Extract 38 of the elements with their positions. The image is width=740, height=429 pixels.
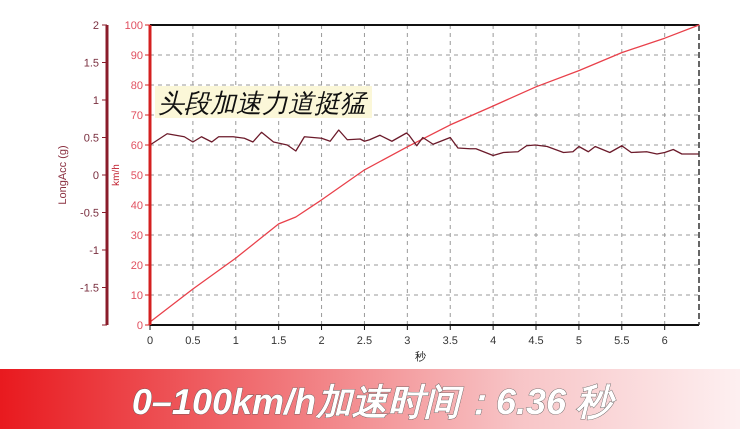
y2-tick-label: 0.5 [84,132,99,144]
x-tick-label: 2 [318,335,325,347]
x-tick-label: 2.5 [356,335,372,347]
y2-tick-label: -0.5 [80,208,99,220]
y-tick-label: 0 [136,320,143,332]
y-tick-label: 40 [130,200,143,212]
y-tick-label: 90 [130,50,143,62]
y-tick-label: 100 [124,20,143,32]
y2-tick-label: 1.5 [84,58,99,70]
line-series [149,129,699,156]
y-tick-label: 20 [130,260,143,272]
x-tick-label: 1 [232,335,239,347]
y-tick-label: 10 [130,290,143,302]
x-tick-label: 5 [576,335,582,347]
y2-tick-label: 0 [92,170,99,182]
y-tick-label: 80 [130,80,143,92]
x-axis-title: 秒 [415,351,426,363]
text: 0–100km/h加速时间：6.36 秒 [132,381,618,422]
x-tick-label: 4 [490,335,496,347]
y-tick-label: 70 [130,110,143,122]
y-tick-label: 60 [130,140,143,152]
y2-tick-label: 1 [92,95,99,107]
annotation: 头段加速力道挺猛 [158,88,369,118]
x-tick-label: 6 [662,335,668,347]
x-tick-label: 4.5 [528,335,544,347]
y-axis-title: km/h [111,164,122,186]
x-tick-label: 3 [404,335,410,347]
y2-tick-label: -1.5 [80,282,99,294]
x-tick-label: 1.5 [271,335,286,347]
y2-tick-label: 2 [92,20,99,32]
y-tick-label: 50 [130,170,143,182]
x-tick-label: 0 [146,335,154,347]
y2-axis-title: LongAcc (g) [57,145,69,205]
x-tick-label: 0.5 [185,335,201,347]
x-tick-label: 5.5 [614,335,630,347]
y-tick-label: 30 [130,230,143,242]
y2-tick-label: -1 [89,245,99,257]
x-tick-label: 3.5 [442,335,458,347]
